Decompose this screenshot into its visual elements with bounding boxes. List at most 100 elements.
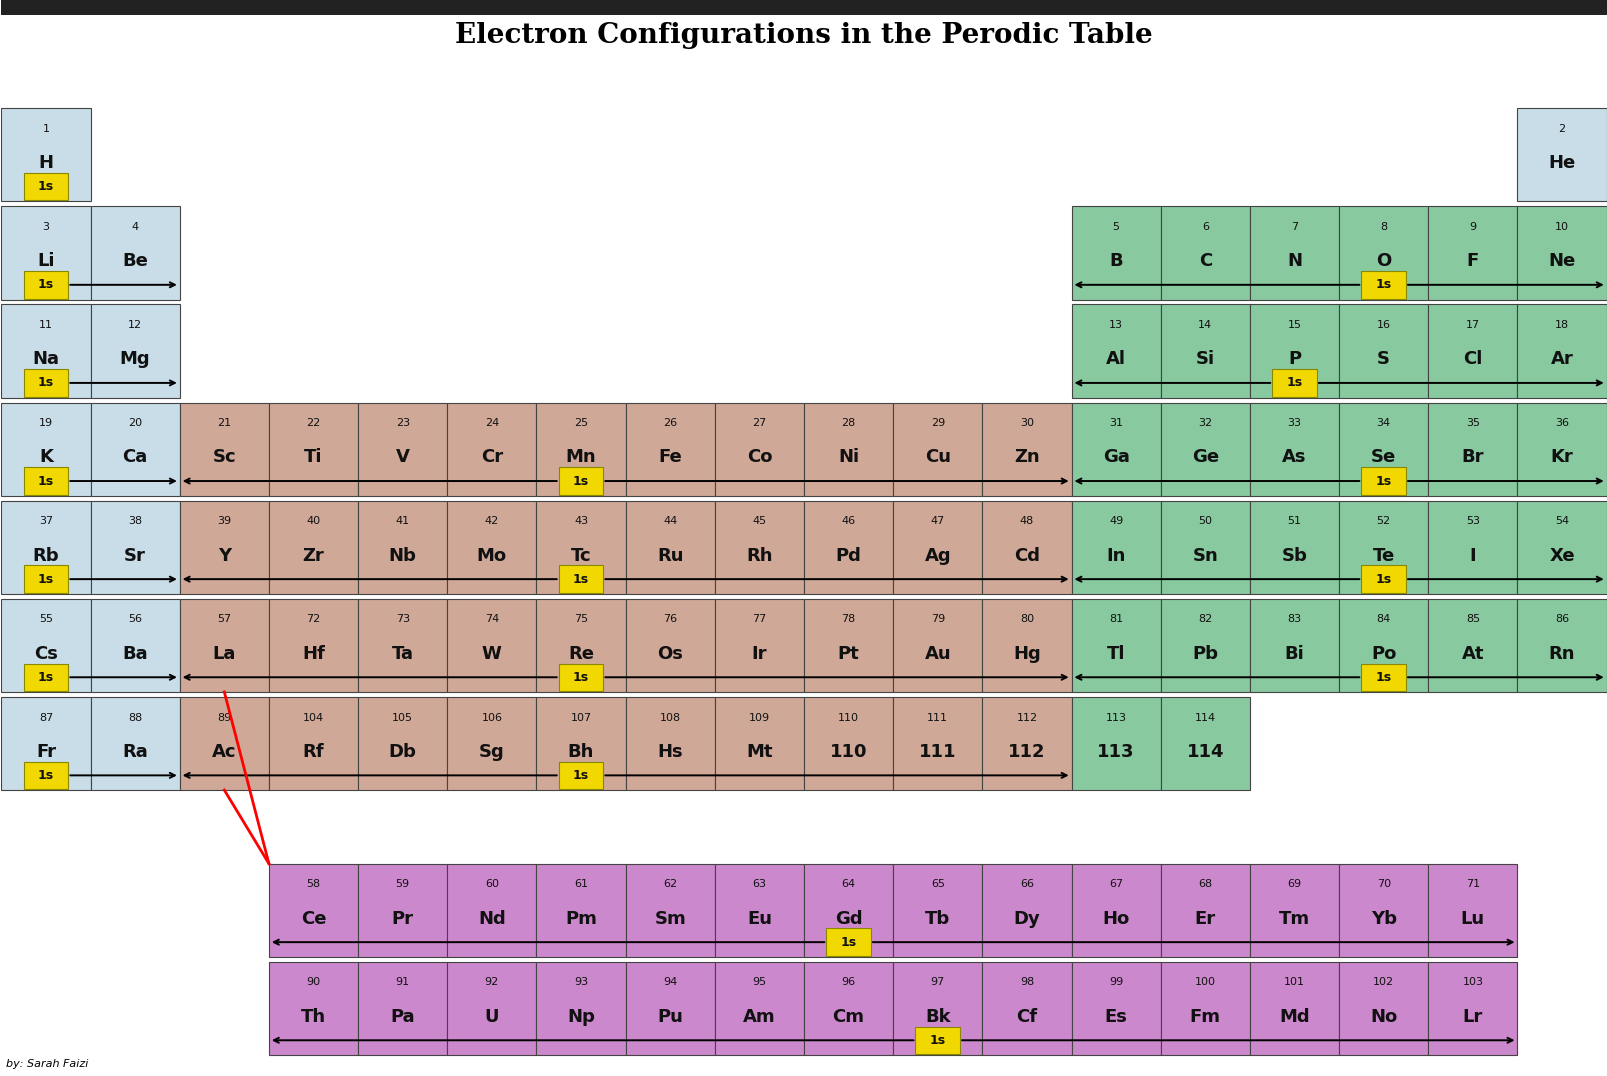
Text: Ga: Ga xyxy=(1102,449,1128,467)
Text: 41: 41 xyxy=(395,516,410,526)
Text: 16: 16 xyxy=(1376,321,1390,330)
Text: 101: 101 xyxy=(1282,977,1305,988)
Text: 24: 24 xyxy=(484,419,498,428)
Text: 52: 52 xyxy=(1376,516,1390,526)
Text: Sm: Sm xyxy=(654,909,686,928)
Text: 100: 100 xyxy=(1194,977,1215,988)
Text: Mn: Mn xyxy=(566,449,596,467)
Bar xyxy=(1427,864,1517,957)
Text: 63: 63 xyxy=(752,879,767,890)
Text: 48: 48 xyxy=(1019,516,1033,526)
Text: As: As xyxy=(1281,449,1306,467)
Bar xyxy=(1160,962,1249,1054)
Text: Ho: Ho xyxy=(1102,909,1130,928)
Text: Ar: Ar xyxy=(1549,351,1572,368)
Text: 94: 94 xyxy=(662,977,677,988)
Bar xyxy=(1517,305,1605,398)
Text: Gd: Gd xyxy=(834,909,861,928)
Text: 37: 37 xyxy=(39,516,53,526)
Text: 34: 34 xyxy=(1376,419,1390,428)
Text: 1s: 1s xyxy=(39,279,55,292)
Text: Bh: Bh xyxy=(567,742,595,761)
Bar xyxy=(715,598,804,692)
Bar xyxy=(558,565,603,593)
Text: 83: 83 xyxy=(1287,614,1300,624)
Bar xyxy=(1361,467,1405,495)
Text: Lr: Lr xyxy=(1462,1008,1482,1025)
Text: Ge: Ge xyxy=(1191,449,1218,467)
Text: 111: 111 xyxy=(927,712,948,723)
Bar xyxy=(90,500,180,594)
Text: 75: 75 xyxy=(574,614,588,624)
Text: 1s: 1s xyxy=(1374,572,1392,585)
Text: Li: Li xyxy=(37,252,55,270)
Bar xyxy=(1249,598,1339,692)
Text: 104: 104 xyxy=(302,712,325,723)
Bar xyxy=(804,697,892,790)
Text: 35: 35 xyxy=(1466,419,1478,428)
Text: 4: 4 xyxy=(132,222,138,232)
Text: Mt: Mt xyxy=(746,742,773,761)
Bar xyxy=(1427,402,1517,496)
Text: Pr: Pr xyxy=(392,909,413,928)
Bar xyxy=(537,402,625,496)
Bar xyxy=(2,500,90,594)
Text: Yb: Yb xyxy=(1369,909,1396,928)
Text: 1s: 1s xyxy=(39,475,55,487)
Bar xyxy=(1339,500,1427,594)
Text: Cd: Cd xyxy=(1014,547,1040,565)
Bar xyxy=(1339,864,1427,957)
Text: 86: 86 xyxy=(1554,614,1568,624)
Text: Se: Se xyxy=(1371,449,1395,467)
Text: 58: 58 xyxy=(307,879,320,890)
Bar xyxy=(180,402,268,496)
Text: Ne: Ne xyxy=(1548,252,1575,270)
Bar xyxy=(2,109,90,201)
Text: Pu: Pu xyxy=(657,1008,683,1025)
Text: 99: 99 xyxy=(1109,977,1123,988)
Text: Ag: Ag xyxy=(924,547,950,565)
Bar xyxy=(826,929,871,955)
Bar xyxy=(268,598,358,692)
Text: 110: 110 xyxy=(829,742,866,761)
Text: I: I xyxy=(1469,547,1475,565)
Text: 5: 5 xyxy=(1112,222,1118,232)
Text: 51: 51 xyxy=(1287,516,1300,526)
Bar xyxy=(892,697,982,790)
Bar xyxy=(358,402,447,496)
Text: Sc: Sc xyxy=(212,449,236,467)
Text: 10: 10 xyxy=(1554,222,1568,232)
Bar xyxy=(1339,962,1427,1054)
Text: W: W xyxy=(482,645,501,663)
Text: 107: 107 xyxy=(570,712,591,723)
Text: 11: 11 xyxy=(39,321,53,330)
Text: 31: 31 xyxy=(1109,419,1122,428)
Bar xyxy=(1517,500,1605,594)
Text: 2: 2 xyxy=(1557,124,1565,133)
Bar xyxy=(24,664,67,691)
Bar xyxy=(1249,500,1339,594)
Text: Tb: Tb xyxy=(924,909,950,928)
Text: Te: Te xyxy=(1372,547,1393,565)
Text: Cr: Cr xyxy=(480,449,503,467)
Bar xyxy=(537,962,625,1054)
Text: 44: 44 xyxy=(662,516,677,526)
Text: Np: Np xyxy=(567,1008,595,1025)
Text: 72: 72 xyxy=(307,614,320,624)
Text: 59: 59 xyxy=(395,879,410,890)
Bar xyxy=(358,962,447,1054)
Bar xyxy=(537,697,625,790)
Text: 1s: 1s xyxy=(572,670,588,683)
Text: 82: 82 xyxy=(1197,614,1212,624)
Text: B: B xyxy=(1109,252,1122,270)
Text: 15: 15 xyxy=(1287,321,1300,330)
Bar xyxy=(982,962,1070,1054)
Bar xyxy=(1249,207,1339,299)
Text: 7: 7 xyxy=(1290,222,1297,232)
Bar xyxy=(1517,207,1605,299)
Text: 81: 81 xyxy=(1109,614,1123,624)
Text: La: La xyxy=(212,645,236,663)
Bar xyxy=(1339,402,1427,496)
Text: 80: 80 xyxy=(1019,614,1033,624)
Bar xyxy=(625,402,715,496)
